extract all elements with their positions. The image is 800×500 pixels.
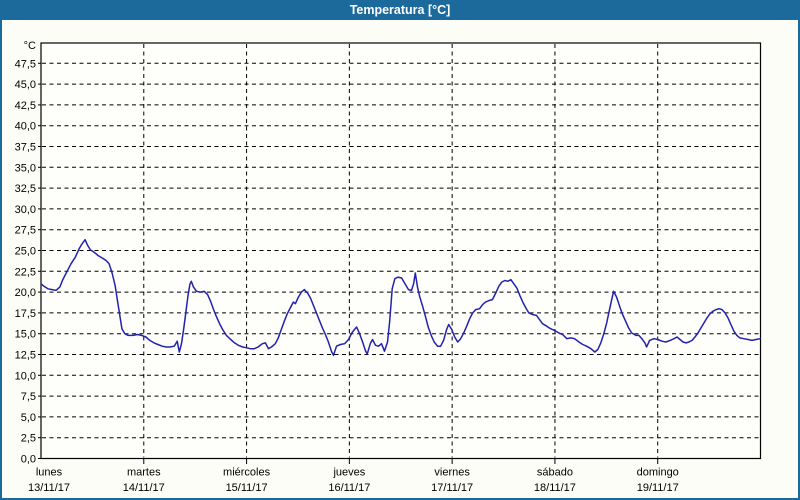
y-tick-label: 12,5 <box>15 350 36 362</box>
day-name-label: jueves <box>332 467 365 479</box>
day-date-label: 15/11/17 <box>226 482 268 494</box>
day-name-label: domingo <box>637 467 679 479</box>
day-name-label: sábado <box>537 467 573 479</box>
y-tick-label: 22,5 <box>15 266 36 278</box>
y-tick-label: 40,0 <box>15 121 36 133</box>
day-name-label: miércoles <box>223 467 271 479</box>
y-tick-label: 0,0 <box>21 454 36 466</box>
plot-frame <box>40 42 762 460</box>
y-tick-label: 2,5 <box>21 433 36 445</box>
y-tick-label: 5,0 <box>21 412 36 424</box>
y-tick-label: 17,5 <box>15 308 36 320</box>
day-date-label: 17/11/17 <box>431 482 473 494</box>
y-tick-label: 37,5 <box>15 142 36 154</box>
temperature-line <box>40 238 761 357</box>
y-tick-label: 20,0 <box>15 287 36 299</box>
y-tick-label: 25,0 <box>15 246 36 258</box>
day-date-label: 16/11/17 <box>328 482 370 494</box>
day-date-label: 18/11/17 <box>534 482 576 494</box>
y-tick-label: 32,5 <box>15 183 36 195</box>
y-tick-label: 45,0 <box>15 79 36 91</box>
day-date-label: 13/11/17 <box>28 482 70 494</box>
y-tick-label: 7,5 <box>21 391 36 403</box>
y-axis-unit-label: °C <box>24 40 36 52</box>
y-tick-label: 15,0 <box>15 329 36 341</box>
day-name-label: martes <box>127 467 161 479</box>
y-tick-label: 10,0 <box>15 370 36 382</box>
plot-area <box>41 43 761 459</box>
title-bar: Temperatura [°C] <box>0 0 800 20</box>
y-tick-label: 42,5 <box>15 100 36 112</box>
y-tick-label: 30,0 <box>15 204 36 216</box>
y-tick-label: 35,0 <box>15 162 36 174</box>
day-name-label: lunes <box>36 467 63 479</box>
y-tick-label: 27,5 <box>15 225 36 237</box>
window-title: Temperatura [°C] <box>349 3 451 17</box>
day-date-label: 19/11/17 <box>637 482 679 494</box>
y-tick-label: 47,5 <box>15 58 36 70</box>
day-date-label: 14/11/17 <box>123 482 165 494</box>
day-name-label: viernes <box>434 467 470 479</box>
